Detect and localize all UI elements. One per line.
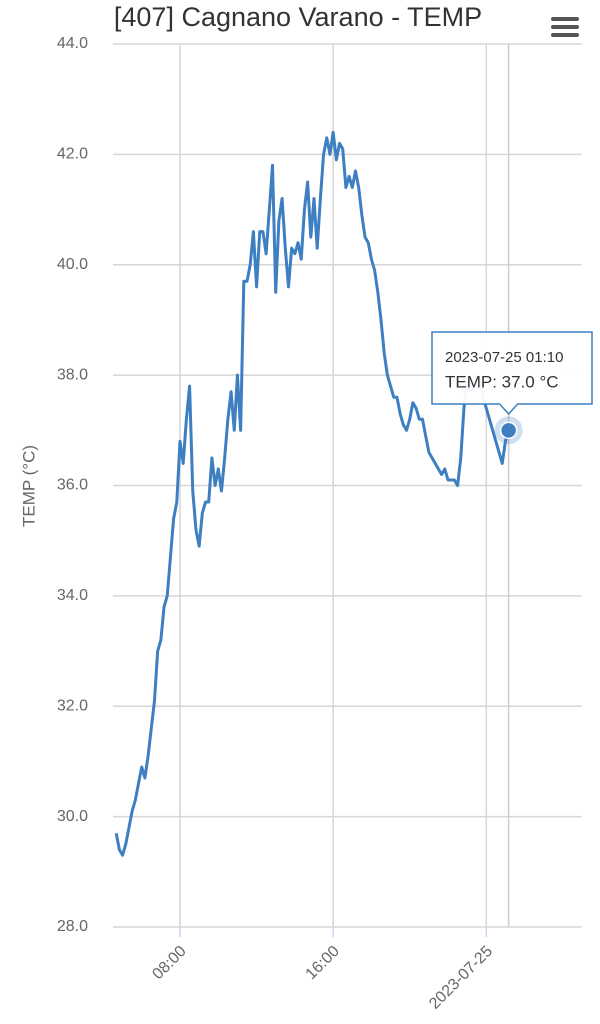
tooltip-title: 2023-07-25 01:10 xyxy=(445,349,563,366)
y-tick-label: 36.0 xyxy=(57,477,88,494)
y-tick-label: 32.0 xyxy=(57,697,88,714)
tooltip-text: TEMP: 37.0 °C xyxy=(445,372,559,391)
y-tick-label: 28.0 xyxy=(57,918,88,935)
x-tick-label: 08:00 xyxy=(149,943,189,983)
y-tick-label: 42.0 xyxy=(57,146,88,163)
chart-title: [407] Cagnano Varano - TEMP xyxy=(114,2,482,32)
menu-button[interactable] xyxy=(540,6,590,46)
y-tick-label: 34.0 xyxy=(57,587,88,604)
tooltip-box xyxy=(431,331,593,416)
y-tick-label: 38.0 xyxy=(57,366,88,383)
y-tick-label: 40.0 xyxy=(57,256,88,273)
data-line xyxy=(114,130,511,857)
x-tick-label: 16:00 xyxy=(303,943,343,983)
hover-marker xyxy=(499,421,518,440)
x-tick-label: 2023-07-25 xyxy=(426,943,496,1013)
grid xyxy=(113,43,582,928)
y-axis-title: TEMP (°C) xyxy=(19,445,38,527)
tooltip: 2023-07-25 01:10 TEMP: 37.0 °C xyxy=(431,331,593,416)
y-tick-label: 44.0 xyxy=(57,35,88,52)
y-tick-label: 30.0 xyxy=(57,808,88,825)
